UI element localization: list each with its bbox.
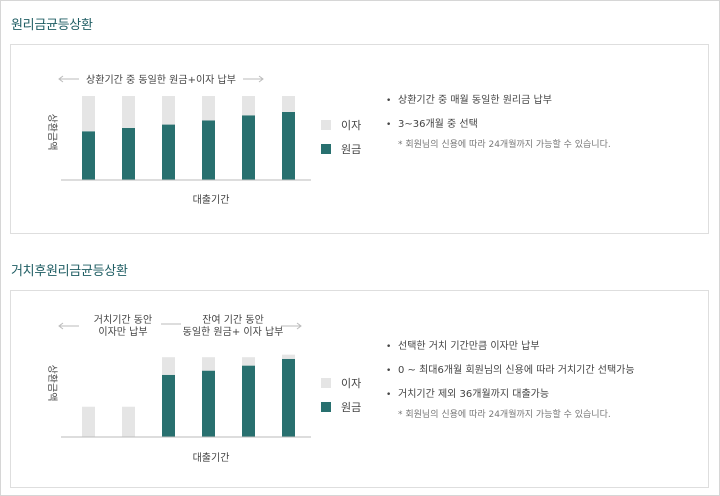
legend-item-interest: 이자: [321, 117, 361, 133]
bar-principal: [242, 115, 255, 180]
note-subtext: * 회원님의 신용에 따라 24개월까지 가능할 수 있습니다.: [398, 140, 611, 150]
bar-interest: [282, 96, 295, 112]
bar-principal: [162, 374, 175, 437]
y-axis-label: 상환금액: [46, 114, 58, 151]
annotation-line: 잔여 기간 동안: [202, 314, 264, 326]
bar-principal: [202, 370, 215, 437]
note-item: • 선택한 거치 기간만큼 이자만 납부: [386, 341, 540, 352]
bar-principal: [162, 124, 175, 180]
note-item: • 3~36개월 중 선택: [386, 119, 478, 130]
note-subtext: * 회원님의 신용에 따라 24개월까지 가능할 수 있습니다.: [398, 410, 611, 420]
bar-interest: [242, 357, 255, 366]
section-title-deferred-payment: 거치후원리금균등상환: [11, 264, 128, 279]
annotation-label-remaining: 잔여 기간 동안 동일한 원금+ 이자 납부: [183, 314, 284, 338]
annotation-label-deferred: 거치기간 동안 이자만 납부: [94, 314, 152, 338]
note-item: • 거치기간 제외 36개월까지 대출가능: [386, 389, 550, 400]
bar-interest: [82, 96, 95, 132]
bar-interest: [202, 357, 215, 371]
legend-label-principal: 원금: [341, 401, 362, 414]
x-axis-label: 대출기간: [193, 194, 230, 206]
bar-interest: [162, 357, 175, 375]
legend-swatch-interest: [321, 378, 331, 388]
bar-principal: [282, 358, 295, 437]
annotation-label: 상환기간 중 동일한 원금+이자 납부: [86, 74, 236, 86]
arrowhead-right: [296, 322, 302, 330]
legend-item-interest: 이자: [321, 375, 361, 391]
bar-principal: [242, 365, 255, 437]
annotation-line: 동일한 원금+ 이자 납부: [183, 326, 284, 338]
note-item: • 상환기간 중 매월 동일한 원리금 납부: [386, 95, 552, 106]
bar-interest: [122, 406, 135, 437]
equal-payment-chart: 대출기간 상환금액 상환기간 중 동일한 원금+이자 납부: [46, 74, 311, 206]
annotation-line: 이자만 납부: [98, 326, 147, 338]
bar-interest: [162, 96, 175, 125]
legend-swatch-principal: [321, 402, 331, 412]
annotation-line: 거치기간 동안: [94, 314, 152, 326]
note-item: • 0 ~ 최대6개월 회원님의 신용에 따라 거치기간 선택가능: [386, 365, 635, 376]
y-axis-label: 상환금액: [46, 365, 58, 402]
bar-principal: [122, 127, 135, 180]
arrowhead-left: [58, 322, 64, 330]
legend-label-interest: 이자: [341, 119, 362, 132]
arrowhead-left: [58, 75, 64, 83]
bar-interest: [282, 354, 295, 359]
x-axis-label: 대출기간: [193, 452, 230, 464]
arrowhead-right: [258, 75, 264, 83]
equal-payment-panel: 대출기간 상환금액 상환기간 중 동일한 원금+이자 납부 이자 원금 • 상환기…: [10, 44, 709, 234]
legend-item-principal: 원금: [321, 399, 361, 415]
legend-label-interest: 이자: [341, 377, 362, 390]
bar-principal: [202, 120, 215, 180]
legend-swatch-principal: [321, 144, 331, 154]
bar-principal: [82, 131, 95, 180]
bar-interest: [202, 96, 215, 121]
legend-label-principal: 원금: [341, 143, 362, 156]
deferred-payment-panel: 대출기간 상환금액 거치기간 동안 이자만 납부 잔여 기간 동안 동일한 원금+ …: [10, 290, 709, 488]
deferred-payment-chart: 대출기간 상환금액 거치기간 동안 이자만 납부 잔여 기간 동안 동일한 원금+ …: [46, 314, 311, 464]
bar-interest: [82, 406, 95, 437]
bar-principal: [282, 111, 295, 180]
legend-item-principal: 원금: [321, 141, 361, 157]
bar-interest: [122, 96, 135, 128]
section-title-equal-payment: 원리금균등상환: [11, 18, 93, 33]
bar-interest: [242, 96, 255, 116]
legend-swatch-interest: [321, 120, 331, 130]
